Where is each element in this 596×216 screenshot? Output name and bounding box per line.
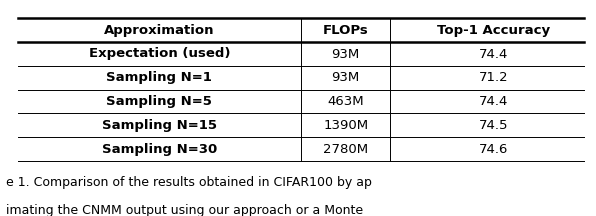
Text: imating the CNMM output using our approach or a Monte: imating the CNMM output using our approa… — [6, 204, 363, 216]
Text: Sampling N=15: Sampling N=15 — [102, 119, 217, 132]
Text: 93M: 93M — [331, 71, 360, 84]
Text: FLOPs: FLOPs — [323, 24, 368, 37]
Text: 463M: 463M — [327, 95, 364, 108]
Text: 74.6: 74.6 — [479, 143, 508, 156]
Text: 74.4: 74.4 — [479, 95, 508, 108]
Text: 1390M: 1390M — [323, 119, 368, 132]
Text: Sampling N=30: Sampling N=30 — [102, 143, 217, 156]
Text: Expectation (used): Expectation (used) — [89, 48, 230, 60]
Text: Top-1 Accuracy: Top-1 Accuracy — [437, 24, 550, 37]
Text: Sampling N=1: Sampling N=1 — [107, 71, 212, 84]
Text: 74.5: 74.5 — [479, 119, 508, 132]
Text: 71.2: 71.2 — [479, 71, 508, 84]
Text: Approximation: Approximation — [104, 24, 215, 37]
Text: Sampling N=5: Sampling N=5 — [107, 95, 212, 108]
Text: 2780M: 2780M — [323, 143, 368, 156]
Text: 93M: 93M — [331, 48, 360, 60]
Text: 74.4: 74.4 — [479, 48, 508, 60]
Text: e 1. Comparison of the results obtained in CIFAR100 by ap: e 1. Comparison of the results obtained … — [6, 176, 372, 189]
